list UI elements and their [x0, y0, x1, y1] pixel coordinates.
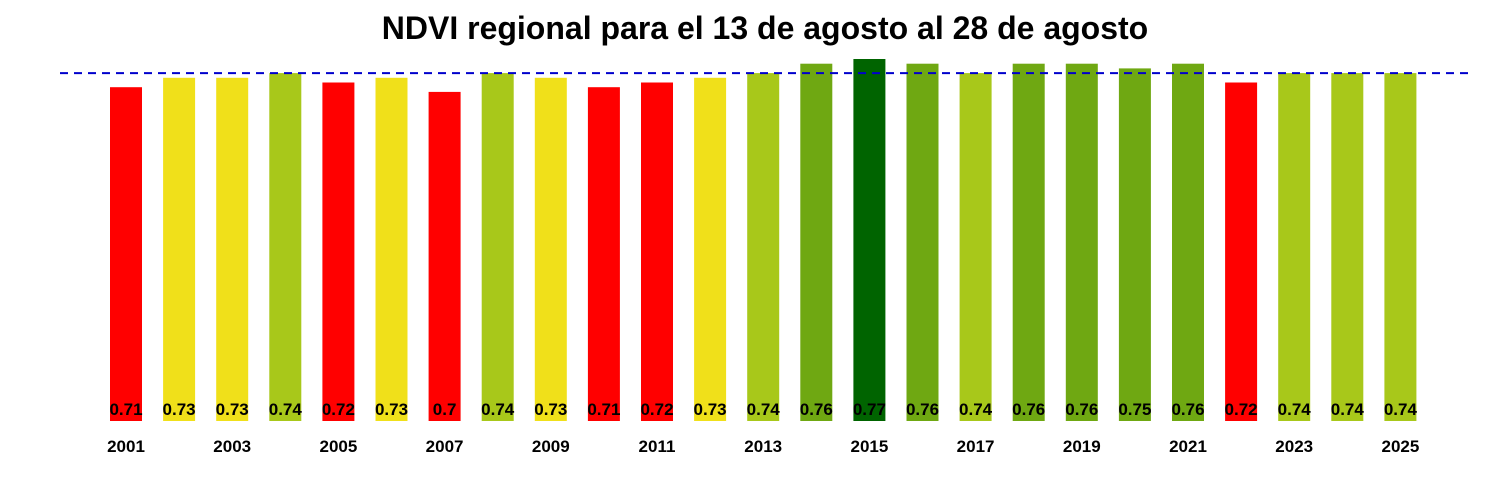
bar-2009: [534, 77, 567, 422]
bar-2011: [641, 82, 673, 421]
bar-2012: [694, 77, 727, 422]
x-tick-label-2005: 2005: [319, 437, 357, 456]
bar-2024: [1331, 73, 1364, 421]
x-tick-label-2011: 2011: [639, 437, 676, 456]
bar-2001: [110, 87, 142, 421]
value-label-2017: 0.74: [959, 400, 993, 419]
bar-2006: [375, 77, 408, 422]
value-labels-group: 0.71 0.73 0.73 0.74 0.72 0.73 0.7 0.74 0.73 0.71 0…: [109, 400, 1417, 419]
value-label-2012: 0.73: [694, 400, 727, 419]
x-tick-label-2019: 2019: [1063, 437, 1101, 456]
x-tick-label-2017: 2017: [957, 437, 995, 456]
bar-2020: [1118, 68, 1151, 422]
bar-2019: [1065, 63, 1098, 421]
x-tick-label-2001: 2001: [107, 437, 145, 456]
bar-2007: [428, 91, 461, 422]
bar-2022: [1225, 82, 1258, 421]
value-label-2010: 0.71: [587, 400, 620, 419]
bar-2003: [216, 77, 249, 422]
bar-2025: [1384, 73, 1417, 421]
value-label-2003: 0.73: [216, 400, 249, 419]
bar-2013: [747, 73, 780, 421]
bar-2008: [481, 73, 514, 421]
value-label-2020: 0.75: [1118, 400, 1151, 419]
bar-2018: [1012, 63, 1045, 421]
x-tick-label-2015: 2015: [850, 437, 888, 456]
value-label-2011: 0.72: [640, 400, 673, 419]
value-label-2014: 0.76: [800, 400, 833, 419]
value-label-2025: 0.74: [1384, 400, 1418, 419]
bar-2002: [163, 77, 196, 422]
bar-2010: [587, 87, 620, 421]
value-label-2005: 0.72: [322, 400, 355, 419]
value-label-2021: 0.76: [1171, 400, 1204, 419]
x-tick-label-2013: 2013: [744, 437, 782, 456]
bar-2005: [322, 82, 355, 421]
bar-2023: [1278, 73, 1311, 421]
bar-2016: [906, 63, 939, 421]
bar-2015: [853, 59, 886, 421]
x-tick-label-2009: 2009: [532, 437, 570, 456]
x-tick-label-2023: 2023: [1275, 437, 1313, 456]
value-label-2019: 0.76: [1065, 400, 1098, 419]
value-label-2024: 0.74: [1331, 400, 1365, 419]
value-label-2018: 0.76: [1012, 400, 1045, 419]
value-label-2022: 0.72: [1225, 400, 1258, 419]
value-label-2015: 0.77: [853, 400, 886, 419]
bar-2014: [800, 63, 833, 421]
x-tick-labels-group: 2001 2003 2005 2007 2009 2011 2013 2015 2017 2019…: [107, 437, 1419, 456]
value-label-2006: 0.73: [375, 400, 408, 419]
value-label-2023: 0.74: [1278, 400, 1312, 419]
x-tick-label-2021: 2021: [1169, 437, 1207, 456]
bar-2021: [1172, 63, 1204, 421]
value-label-2008: 0.74: [481, 400, 515, 419]
bars-group: [110, 59, 1417, 422]
value-label-2009: 0.73: [534, 400, 567, 419]
value-label-2007: 0.7: [433, 400, 457, 419]
bar-2004: [269, 73, 302, 421]
value-label-2013: 0.74: [747, 400, 781, 419]
value-label-2001: 0.71: [109, 400, 142, 419]
x-tick-label-2025: 2025: [1381, 437, 1419, 456]
x-tick-label-2003: 2003: [213, 437, 251, 456]
value-label-2002: 0.73: [163, 400, 196, 419]
x-tick-label-2007: 2007: [426, 437, 464, 456]
bar-2017: [959, 73, 992, 421]
value-label-2004: 0.74: [269, 400, 303, 419]
chart-title: NDVI regional para el 13 de agosto al 28…: [381, 10, 1149, 46]
value-label-2016: 0.76: [906, 400, 939, 419]
